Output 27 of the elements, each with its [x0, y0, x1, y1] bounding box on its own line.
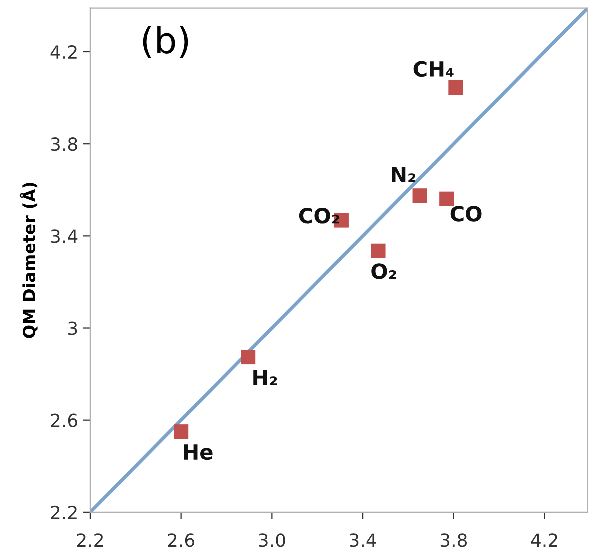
x-tick-label: 2.2: [77, 534, 103, 547]
y-tick-label: 3: [68, 322, 78, 336]
y-tick-label: 3.8: [51, 138, 78, 152]
annotation: CO: [450, 206, 482, 222]
point: [241, 350, 256, 365]
annotation: N₂: [392, 167, 416, 182]
y-tick-label: 2.6: [51, 414, 78, 428]
annotation: CH₄: [414, 61, 454, 78]
annotation: CO₂: [299, 208, 340, 224]
y-tick-label: 3.4: [51, 230, 78, 244]
point: [174, 424, 189, 440]
point: [371, 244, 386, 258]
annotation: O₂: [372, 264, 396, 280]
point: [412, 188, 428, 204]
x-tick-label: 2.6: [168, 534, 195, 548]
x-tick-label: 3.0: [259, 534, 286, 548]
x-tick-label: 3.4: [350, 534, 376, 548]
y-tick-label: 4.2: [50, 45, 77, 59]
point: [448, 80, 464, 95]
annotation: (b): [143, 26, 188, 58]
annotation: He: [184, 444, 213, 460]
annotation: H₂: [254, 370, 278, 386]
y-axis-title: QM Diameter (Å): [20, 183, 38, 338]
x-tick-label: 4.2: [531, 534, 558, 547]
y-tick-label: 2.2: [51, 506, 77, 520]
point: [440, 192, 454, 206]
x-tick-label: 3.8: [440, 534, 468, 548]
